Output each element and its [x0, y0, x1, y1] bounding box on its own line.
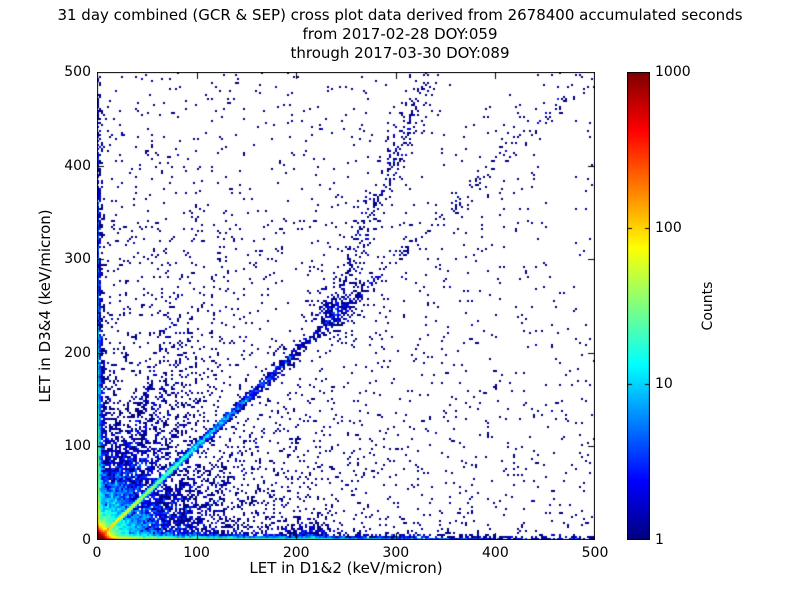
y-tick-label-500: 500: [64, 64, 91, 80]
x-tick-label-0: 0: [92, 545, 102, 561]
x-tick-label-500: 500: [581, 545, 609, 561]
title-line-3: through 2017-03-30 DOY:089: [290, 44, 510, 62]
x-axis-label: LET in D1&2 (keV/micron): [249, 559, 443, 577]
y-axis-label: LET in D3&4 (keV/micron): [36, 209, 54, 403]
colorbar-label: Counts: [700, 281, 716, 331]
x-tick-label-400: 400: [482, 545, 509, 561]
y-tick-label-100: 100: [64, 438, 91, 455]
x-tick-label-100: 100: [183, 545, 210, 561]
x-tick-label-300: 300: [382, 545, 410, 561]
y-tick-label-300: 300: [64, 251, 91, 268]
y-tick-label-0: 0: [82, 532, 91, 548]
plot-title: 31 day combined (GCR & SEP) cross plot d…: [0, 6, 800, 63]
colorbar-tick-label-10: 10: [655, 376, 673, 392]
y-tick-label-200: 200: [64, 344, 91, 361]
y-tick-label-400: 400: [64, 157, 91, 174]
scatter-heatmap-canvas: [97, 72, 595, 540]
title-line-2: from 2017-02-28 DOY:059: [302, 25, 498, 43]
title-line-1: 31 day combined (GCR & SEP) cross plot d…: [57, 6, 743, 24]
colorbar-tick-label-1: 1: [655, 532, 664, 548]
colorbar: [627, 72, 650, 540]
x-tick-label-200: 200: [282, 545, 310, 561]
colorbar-tick-label-1000: 1000: [655, 64, 691, 80]
colorbar-tick-label-100: 100: [655, 220, 682, 236]
